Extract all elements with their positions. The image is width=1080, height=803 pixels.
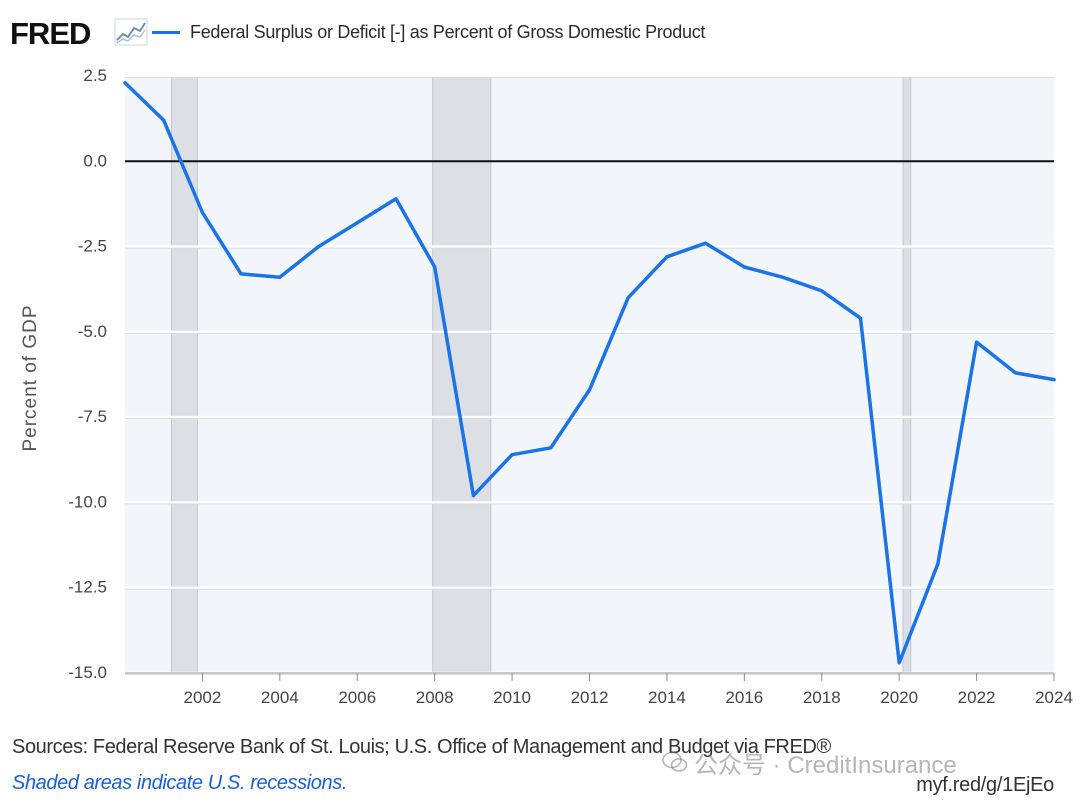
data-point	[588, 388, 591, 392]
x-tick-label: 2008	[416, 688, 454, 707]
plot-area	[125, 76, 1054, 673]
y-tick-label: -7.5	[78, 407, 107, 426]
y-tick-label: -10.0	[68, 492, 107, 511]
data-point	[897, 661, 901, 664]
x-tick-label: 2018	[803, 688, 841, 707]
short-link[interactable]: myf.red/g/1EjEo	[916, 774, 1054, 796]
data-point	[239, 272, 243, 276]
line-chart-icon	[114, 18, 148, 46]
y-tick-label: 2.5	[83, 66, 107, 85]
data-point	[472, 494, 475, 497]
line-chart: 2.5 0.0 -2.5 -5.0 -7.5 -10.0 -12.5 -15.0 2002 200…	[68, 66, 1073, 707]
data-point	[201, 211, 204, 214]
recession-band	[902, 75, 912, 674]
data-point	[665, 255, 669, 259]
recession-band	[432, 75, 492, 674]
data-point	[820, 289, 823, 293]
sources-text: Sources: Federal Reserve Bank of St. Lou…	[12, 736, 831, 758]
x-tick-label: 2020	[880, 688, 918, 707]
data-point	[510, 453, 514, 456]
y-tick-label: -15.0	[68, 663, 107, 682]
y-tick-label: -12.5	[68, 578, 107, 597]
data-point	[549, 446, 552, 450]
data-point	[975, 340, 978, 344]
x-tick-label: 2010	[493, 688, 531, 707]
x-tick-label: 2002	[184, 688, 222, 707]
x-tick-label: 2012	[571, 688, 609, 707]
data-point	[743, 265, 746, 269]
recession-note: Shaded areas indicate U.S. recessions.	[12, 772, 347, 794]
data-point	[781, 276, 785, 279]
wechat-icon	[662, 751, 688, 772]
x-tick-label: 2024	[1035, 688, 1073, 707]
x-tick-label: 2014	[648, 688, 686, 707]
watermark-text: 公众号 · CreditInsurance	[694, 751, 957, 779]
watermark: 公众号 · CreditInsurance	[662, 746, 957, 779]
x-tick-label: 2004	[261, 688, 299, 707]
data-point	[859, 317, 862, 320]
chart-legend: Federal Surplus or Deficit [-] as Percen…	[152, 18, 705, 46]
data-point	[936, 562, 940, 566]
data-point	[162, 119, 165, 122]
data-point	[1014, 371, 1017, 374]
fred-logo[interactable]: FRED	[10, 16, 91, 51]
data-point	[704, 241, 707, 245]
x-tick-label: 2016	[725, 688, 763, 707]
recession-band	[170, 75, 198, 674]
data-point	[123, 81, 127, 85]
y-tick-label: 0.0	[83, 151, 107, 170]
y-tick-label: -2.5	[78, 237, 107, 256]
y-axis-label: Percent of GDP	[20, 304, 41, 452]
x-tick-label: 2022	[958, 688, 996, 707]
y-tick-label: -5.0	[78, 322, 107, 341]
legend-label: Federal Surplus or Deficit [-] as Percen…	[190, 21, 706, 42]
legend-swatch	[152, 30, 180, 34]
data-point	[627, 296, 630, 299]
data-point	[278, 276, 282, 279]
x-tick-label: 2006	[338, 688, 376, 707]
data-point	[356, 221, 359, 224]
data-point	[394, 197, 398, 201]
data-point	[433, 265, 436, 269]
data-point	[317, 245, 320, 248]
data-point	[1052, 378, 1056, 381]
